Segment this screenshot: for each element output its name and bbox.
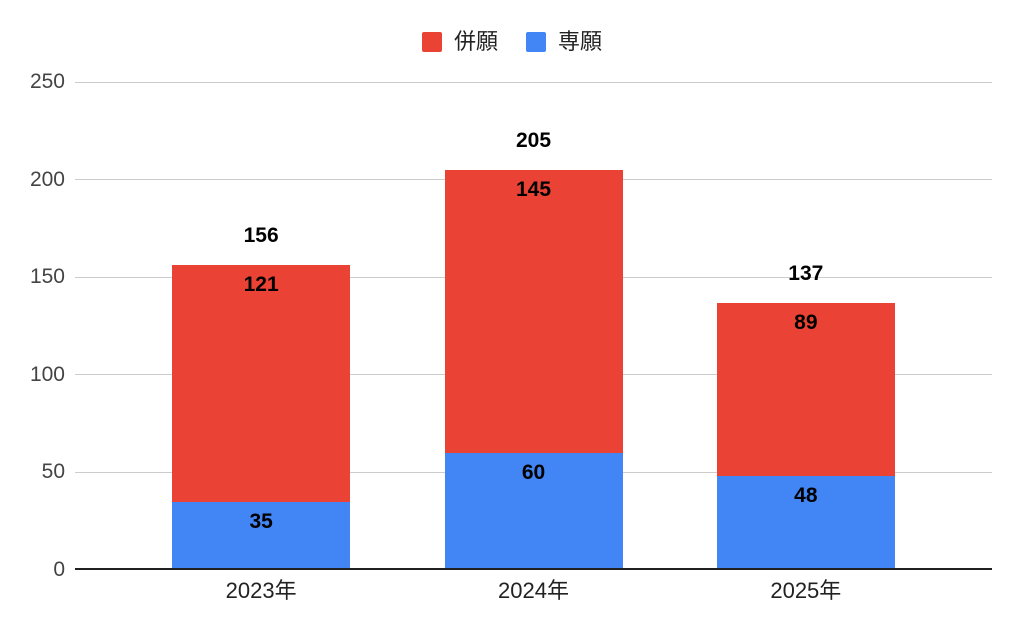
chart-legend: 併願 専願 [0,28,1024,56]
x-axis-category-label: 2025年 [770,578,842,603]
segment-value-label: 145 [515,177,552,201]
bar-segment-併願-2023年 [172,265,351,502]
gridline [75,81,992,83]
bar-segment-専願-2025年 [716,476,895,570]
x-axis-category-label: 2024年 [498,578,569,603]
legend-swatch-icon [526,32,546,52]
x-axis-category-label: 2023年 [225,578,297,603]
total-value-label: 205 [515,128,552,152]
total-value-label: 156 [243,224,279,248]
legend-item-1: 専願 [526,28,602,56]
segment-value-label: 48 [794,484,818,508]
segment-value-label: 35 [249,509,273,533]
y-axis-tick-label: 150 [29,265,65,289]
legend-item-0: 併願 [421,28,498,56]
bar-segment-専願-2024年 [444,452,623,570]
bar-segment-併願-2025年 [716,302,895,477]
segment-value-label: 89 [794,310,818,334]
total-value-label: 137 [788,261,824,285]
y-axis-tick-label: 200 [29,167,65,191]
segment-value-label: 121 [243,273,279,297]
legend-swatch-icon [421,32,442,52]
segment-value-label: 60 [521,460,546,484]
x-axis-line [75,568,992,570]
y-axis-tick-label: 0 [53,558,65,581]
y-axis-tick-label: 100 [29,362,65,386]
y-axis-tick-label: 250 [29,70,65,93]
bar-segment-併願-2024年 [444,169,623,453]
y-axis-tick-label: 50 [41,460,65,484]
legend-label: 併願 [453,29,498,54]
legend-label: 専願 [558,29,603,54]
bar-segment-専願-2023年 [172,501,351,570]
